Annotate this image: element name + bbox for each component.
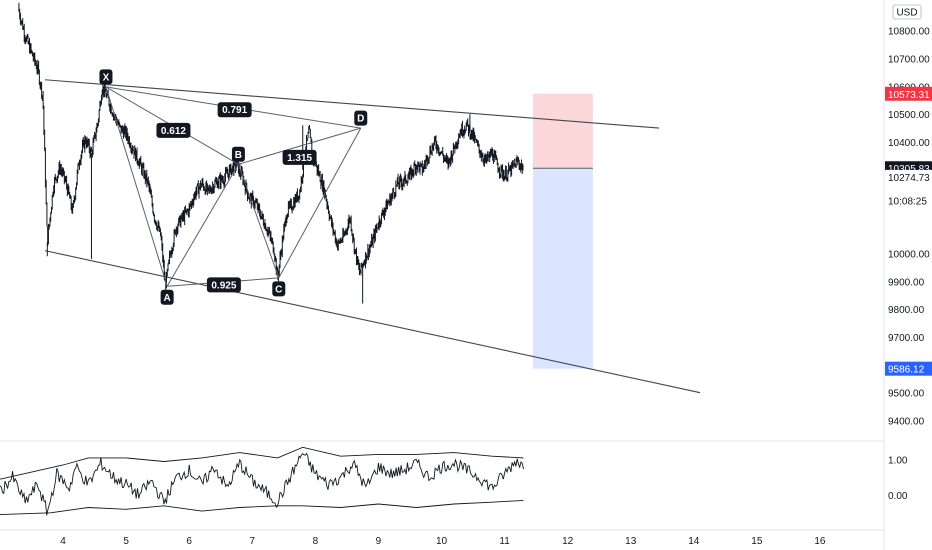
stop-loss-zone[interactable] bbox=[532, 93, 593, 169]
point-label-bg bbox=[272, 281, 286, 297]
price-tick-label: 9400.00 bbox=[888, 417, 925, 428]
price-tick-label: 10400.00 bbox=[888, 138, 930, 149]
osc-lower-band bbox=[0, 499, 524, 516]
price-tick-label: 9700.00 bbox=[888, 333, 925, 344]
oscillator-pane[interactable] bbox=[0, 446, 524, 516]
time-tick-label: 5 bbox=[123, 536, 129, 547]
price-tick-label: 9900.00 bbox=[888, 277, 925, 288]
osc-line bbox=[0, 452, 524, 516]
time-tick-label: 10 bbox=[436, 536, 448, 547]
ratio-label-bg bbox=[282, 149, 317, 165]
currency-badge-bg bbox=[892, 4, 922, 20]
countdown-label[interactable]: 10:08:25 bbox=[885, 193, 932, 208]
time-tick-label: 16 bbox=[814, 536, 826, 547]
ratio-label: 0.925 bbox=[211, 280, 236, 291]
prev-close-label[interactable]: 10274.73 bbox=[885, 169, 932, 184]
price-axis[interactable]: 1.000.00USD10800.0010700.0010600.0010500… bbox=[883, 0, 932, 550]
osc-tick-label: 1.00 bbox=[888, 456, 908, 467]
ratio-label: 0.791 bbox=[222, 105, 247, 116]
prev-close-label-text: 10274.73 bbox=[888, 173, 930, 184]
target-level-tag-bg bbox=[885, 361, 932, 376]
pattern-ratio-line[interactable] bbox=[238, 127, 361, 165]
harmonic-pattern[interactable]: 0.612 0.791 1.315 0.925 X A B C D bbox=[99, 69, 368, 305]
time-tick-label: 14 bbox=[688, 536, 700, 547]
osc-upper-band bbox=[0, 446, 524, 480]
price-pane[interactable]: 0.612 0.791 1.315 0.925 X A B C D bbox=[0, 2, 883, 442]
ratio-label-bg bbox=[217, 102, 252, 118]
countdown-label-bg bbox=[885, 193, 932, 208]
time-tick-label: 8 bbox=[313, 536, 319, 547]
point-label-c: C bbox=[275, 284, 282, 295]
currency-label: USD bbox=[896, 8, 917, 19]
countdown-label-text: 10:08:25 bbox=[888, 197, 927, 208]
take-profit-zone[interactable] bbox=[532, 168, 593, 369]
stop-level-tag[interactable]: 10573.31 bbox=[885, 86, 932, 101]
target-level-tag-text: 9586.12 bbox=[888, 365, 925, 376]
time-tick-label: 12 bbox=[562, 536, 574, 547]
pattern-leg[interactable] bbox=[278, 127, 362, 279]
price-tick-label: 10500.00 bbox=[888, 110, 930, 121]
stop-level-tag-text: 10573.31 bbox=[888, 90, 930, 101]
point-label-bg bbox=[231, 146, 245, 162]
ratio-label-bg bbox=[156, 122, 191, 138]
price-tick-label: 10700.00 bbox=[888, 54, 930, 65]
stop-level-tag-bg bbox=[885, 86, 932, 101]
point-label-b: B bbox=[235, 150, 242, 161]
time-tick-label: 9 bbox=[376, 536, 382, 547]
pattern-leg[interactable] bbox=[105, 86, 168, 287]
pattern-leg[interactable] bbox=[166, 164, 239, 287]
price-tick-label: 9800.00 bbox=[888, 305, 925, 316]
price-tick-label: 10000.00 bbox=[888, 249, 930, 260]
prev-close-label-bg bbox=[885, 169, 932, 184]
channel-lower-line[interactable] bbox=[44, 250, 701, 394]
time-tick-label: 13 bbox=[625, 536, 637, 547]
time-tick-label: 11 bbox=[499, 536, 510, 547]
point-label-bg bbox=[160, 289, 174, 305]
pattern-leg[interactable] bbox=[237, 164, 280, 279]
ratio-label: 0.612 bbox=[161, 126, 186, 137]
time-tick-label: 6 bbox=[186, 536, 192, 547]
channel-upper-line[interactable] bbox=[44, 79, 660, 129]
time-tick-label: 15 bbox=[751, 536, 763, 547]
point-label-bg bbox=[354, 110, 368, 126]
price-tick-label: 9500.00 bbox=[888, 389, 925, 400]
time-tick-label: 4 bbox=[60, 536, 66, 547]
currency-badge[interactable]: USD bbox=[892, 4, 922, 20]
price-tick-label: 10800.00 bbox=[888, 27, 930, 38]
candles[interactable] bbox=[18, 2, 524, 304]
target-level-tag[interactable]: 9586.12 bbox=[885, 361, 932, 376]
point-label-d: D bbox=[357, 114, 364, 125]
time-axis[interactable]: 4 5 6 7 8 9 10 11 12 13 14 15 16 bbox=[0, 529, 883, 547]
point-label-x: X bbox=[103, 72, 110, 83]
point-label-a: A bbox=[164, 293, 171, 304]
ratio-label-bg bbox=[206, 277, 241, 293]
time-tick-label: 7 bbox=[250, 536, 256, 547]
osc-tick-label: 0.00 bbox=[888, 491, 908, 502]
point-label-bg bbox=[99, 69, 113, 85]
ratio-label: 1.315 bbox=[287, 153, 312, 164]
last-price-tag-text: 10305.83 bbox=[888, 164, 930, 175]
